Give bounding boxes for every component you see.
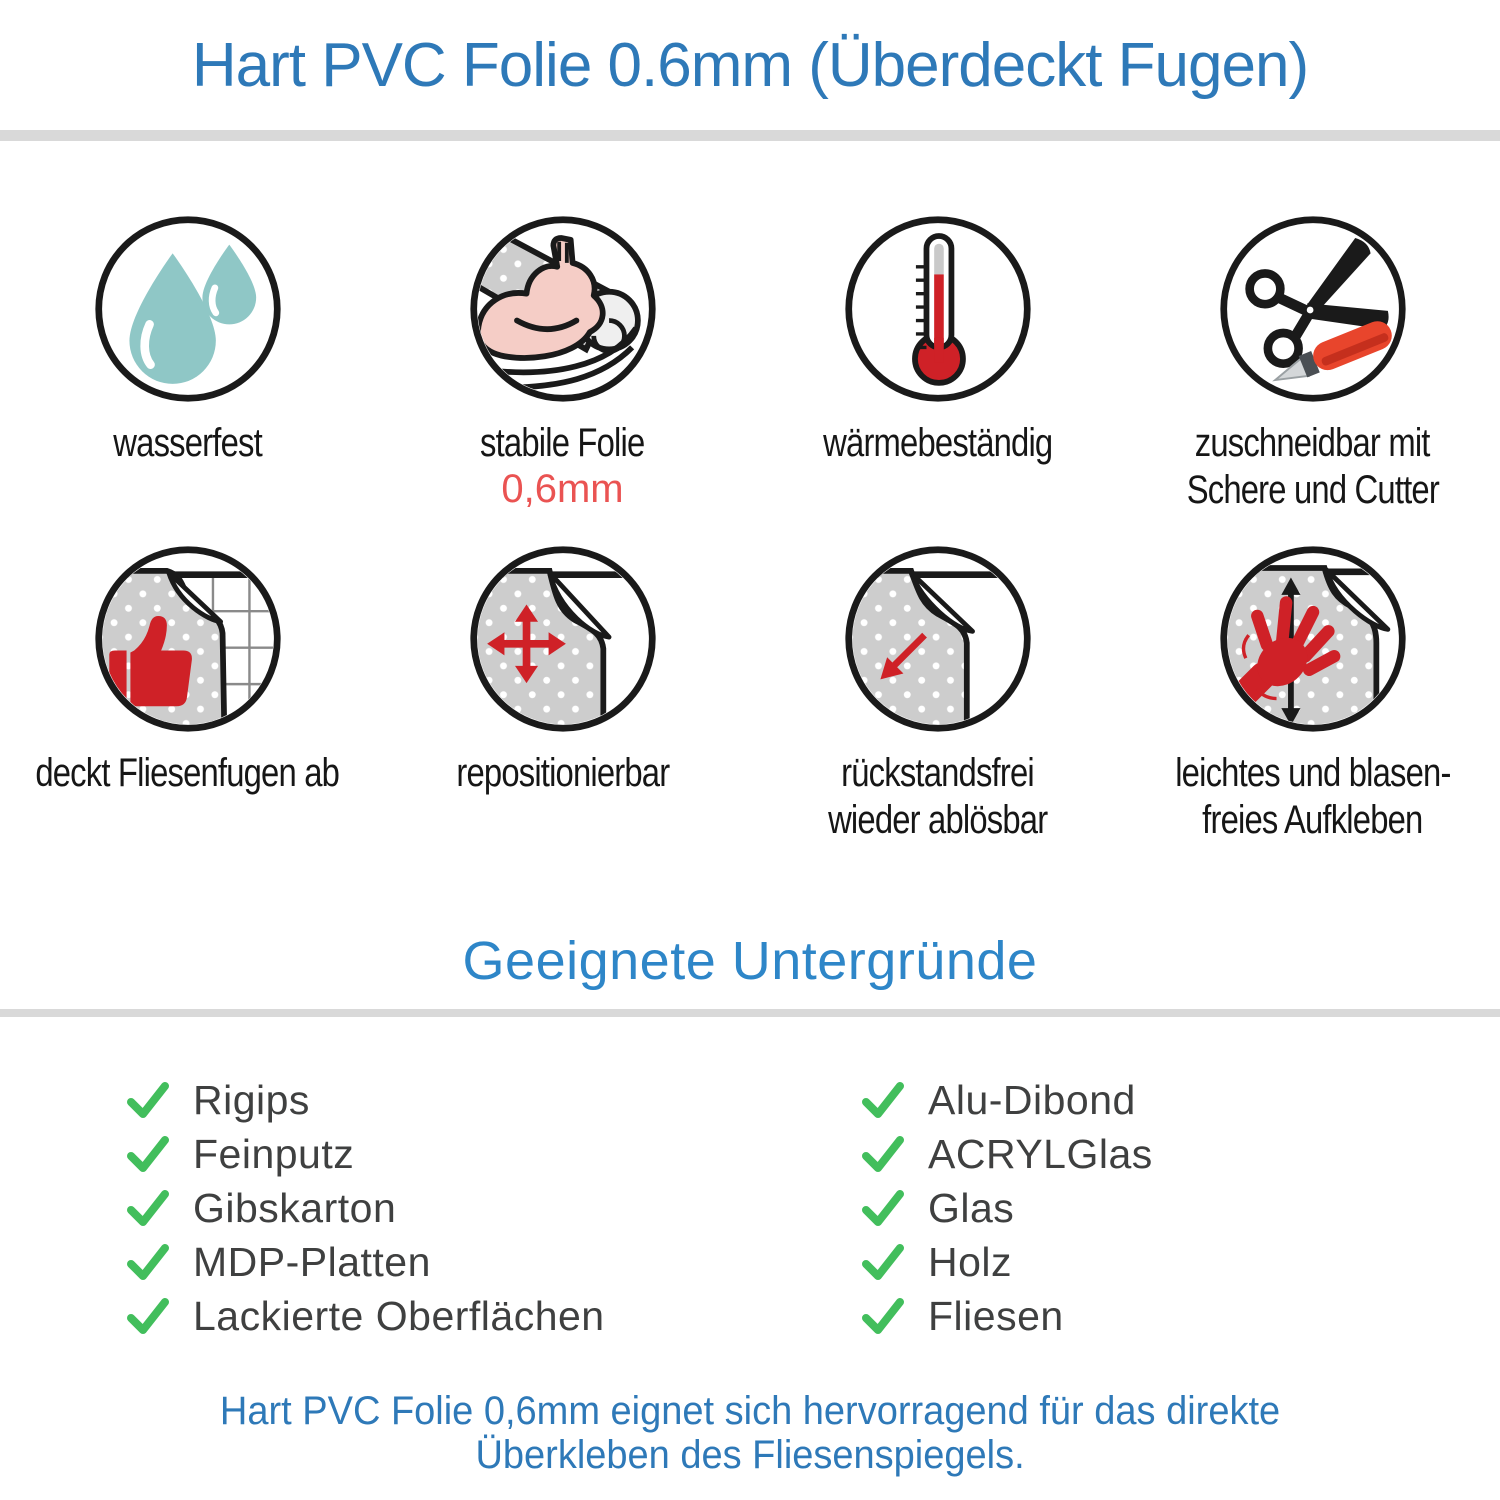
substrate-label: Rigips [193,1076,310,1123]
check-icon [862,1190,904,1226]
feature-cuttable: zuschneidbar mit Schere und Cutter [1125,213,1500,543]
feature-label: wärmebeständig [822,421,1053,465]
check-icon [862,1298,904,1334]
feature-label: deckt Fliesenfugen ab [35,751,341,795]
substrate-label: MDP-Platten [193,1238,431,1285]
list-item: Lackierte Oberflächen [125,1289,740,1343]
section-title-substrates: Geeignete Untergründe [462,931,1038,991]
substrate-label: Glas [928,1184,1015,1231]
substrates-checklist: Rigips Feinputz Gibskarton MDP-Platten L… [0,1073,1500,1343]
list-item: Glas [860,1181,1153,1235]
list-item: Gibskarton [125,1181,740,1235]
peel-off-arrow-icon [842,543,1034,735]
list-item: ACRYLGlas [860,1127,1153,1181]
substrate-label: Gibskarton [193,1184,397,1231]
feature-grid: wasserfest stabile Folie 0,6mm [0,213,1500,873]
substrate-label: ACRYLGlas [928,1130,1153,1177]
page-title: Hart PVC Folie 0.6mm (Überdeckt Fugen) [191,31,1309,100]
feature-residue-free: rückstandsfrei wieder ablösbar [750,543,1125,873]
check-icon [127,1136,169,1172]
feature-heat-resistant: wärmebeständig [750,213,1125,543]
list-item: Holz [860,1235,1153,1289]
list-item: Rigips [125,1073,740,1127]
check-icon [127,1082,169,1118]
feature-label-line2: freies Aufkleben [1202,798,1423,842]
feature-easy-apply: leichtes und blasen- freies Aufkleben [1125,543,1500,873]
divider-section [0,1009,1500,1017]
footer-line2: Überkleben des Fliesenspiegels. [475,1433,1025,1477]
scissors-cutter-icon [1217,213,1409,405]
substrate-label: Holz [928,1238,1013,1285]
footer-note: Hart PVC Folie 0,6mm eignet sich hervorr… [0,1389,1500,1477]
check-icon [862,1136,904,1172]
list-item: Alu-Dibond [860,1073,1153,1127]
check-icon [127,1244,169,1280]
check-icon [862,1244,904,1280]
list-item: MDP-Platten [125,1235,740,1289]
feature-covers-grout: deckt Fliesenfugen ab [0,543,375,873]
check-icon [127,1190,169,1226]
substrate-label: Lackierte Oberflächen [193,1292,605,1339]
check-icon [862,1082,904,1118]
feature-sturdy-foil: stabile Folie 0,6mm [375,213,750,543]
feature-waterproof: wasserfest [0,213,375,543]
substrates-column-left: Rigips Feinputz Gibskarton MDP-Platten L… [125,1073,740,1343]
move-arrows-foil-icon [467,543,659,735]
water-drops-icon [92,213,284,405]
feature-label: repositionierbar [456,751,670,795]
feature-label: rückstandsfrei [841,751,1035,795]
feature-label: leichtes und blasen- [1174,751,1451,795]
feature-label: wasserfest [113,421,262,465]
substrate-label: Alu-Dibond [928,1076,1136,1123]
foil-thickness-value: 0,6mm [501,467,624,511]
thermometer-icon [842,213,1034,405]
feature-repositionable: repositionierbar [375,543,750,873]
hand-smoothing-icon [1217,543,1409,735]
feature-label-line2: wieder ablösbar [827,798,1048,842]
feature-label-line2: Schere und Cutter [1186,468,1439,512]
footer-line1: Hart PVC Folie 0,6mm eignet sich hervorr… [219,1389,1281,1433]
thumb-up-tiles-icon [92,543,284,735]
list-item: Fliesen [860,1289,1153,1343]
muscle-foil-icon [467,213,659,405]
divider-top [0,130,1500,141]
feature-label: stabile Folie [480,421,645,465]
check-icon [127,1298,169,1334]
substrate-label: Fliesen [928,1292,1064,1339]
substrates-column-right: Alu-Dibond ACRYLGlas Glas Holz Fliesen [860,1073,1153,1343]
feature-label: zuschneidbar mit [1195,421,1431,465]
list-item: Feinputz [125,1127,740,1181]
substrate-label: Feinputz [193,1130,355,1177]
